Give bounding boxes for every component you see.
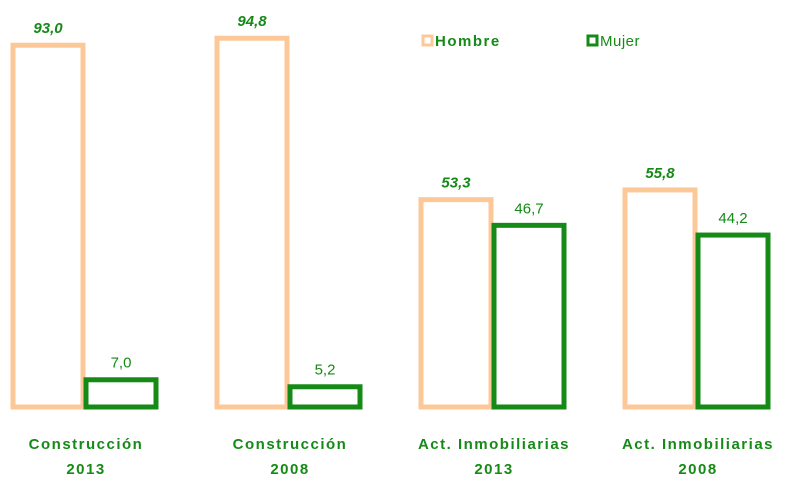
value-label: 5,2 [315,362,336,379]
bar [418,197,494,410]
value-label: 7,0 [111,355,132,372]
value-label: 44,2 [718,210,747,227]
value-label: 55,8 [645,165,675,182]
bar [287,384,363,410]
bar [214,35,290,410]
bar [695,232,771,410]
x-tick-label: 2008 [678,461,717,478]
bar [491,222,567,410]
x-tick-label: Act. Inmobiliarias [418,436,570,453]
x-tick-label: 2013 [474,461,513,478]
bar [622,187,698,410]
legend-label: Mujer [600,33,640,50]
legend-swatch [586,34,599,47]
value-label: 93,0 [33,20,63,37]
value-label: 53,3 [441,175,471,192]
x-tick-label: Act. Inmobiliarias [622,436,774,453]
value-label: 94,8 [237,13,267,30]
bar [83,377,159,410]
legend-label: Hombre [435,33,501,50]
x-tick-label: 2008 [270,461,309,478]
x-tick-label: 2013 [66,461,105,478]
x-tick-label: Construcción [233,436,348,453]
value-label: 46,7 [514,200,543,217]
legend-swatch [421,34,434,47]
bar [10,42,86,410]
x-tick-label: Construcción [29,436,144,453]
